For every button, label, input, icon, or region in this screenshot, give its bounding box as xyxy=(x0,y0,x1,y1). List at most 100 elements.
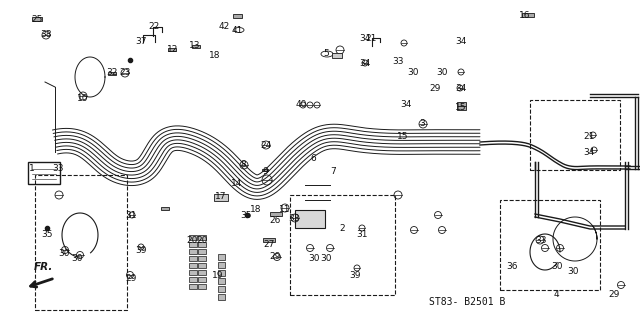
Text: 20: 20 xyxy=(196,236,207,245)
Bar xyxy=(198,277,206,282)
Bar xyxy=(198,284,206,289)
Text: 35: 35 xyxy=(241,211,252,220)
Text: 16: 16 xyxy=(519,11,531,20)
Bar xyxy=(189,284,197,289)
Text: 33: 33 xyxy=(289,214,300,223)
Text: 30: 30 xyxy=(551,262,563,271)
Text: 21: 21 xyxy=(583,132,595,141)
Text: 35: 35 xyxy=(41,230,52,239)
Text: 5: 5 xyxy=(324,49,329,58)
Text: 18: 18 xyxy=(250,205,262,214)
Text: 30: 30 xyxy=(407,68,419,77)
Bar xyxy=(189,242,197,247)
Text: 8: 8 xyxy=(241,160,246,169)
Text: ST83- B2501 B: ST83- B2501 B xyxy=(429,297,506,307)
Text: 30: 30 xyxy=(436,68,447,77)
Bar xyxy=(161,206,169,210)
Bar xyxy=(168,48,176,50)
Text: 18: 18 xyxy=(209,51,220,60)
Text: 15: 15 xyxy=(455,103,467,112)
Bar xyxy=(189,235,197,240)
Text: 19: 19 xyxy=(212,271,223,280)
Bar xyxy=(530,100,620,170)
Text: 33: 33 xyxy=(535,236,547,245)
Text: 7: 7 xyxy=(330,167,335,176)
Text: 31: 31 xyxy=(125,211,137,220)
Text: 2: 2 xyxy=(340,224,345,233)
Text: 40: 40 xyxy=(295,100,307,109)
Text: 29: 29 xyxy=(609,290,620,299)
Bar xyxy=(218,294,225,300)
Bar xyxy=(198,256,206,261)
Bar xyxy=(500,200,600,290)
Text: 11: 11 xyxy=(279,205,291,214)
Bar xyxy=(290,195,395,295)
Bar xyxy=(198,235,206,240)
Text: 23: 23 xyxy=(119,68,131,77)
Text: 24: 24 xyxy=(260,141,271,150)
Text: 29: 29 xyxy=(269,252,281,261)
Bar xyxy=(522,13,534,17)
Text: 4: 4 xyxy=(554,290,559,299)
Text: 1: 1 xyxy=(29,164,35,172)
Text: 21: 21 xyxy=(365,34,377,42)
Bar xyxy=(198,263,206,268)
Text: 39: 39 xyxy=(135,246,147,255)
Text: 32: 32 xyxy=(106,68,118,77)
Text: 26: 26 xyxy=(269,216,281,225)
Bar xyxy=(189,249,197,254)
Bar xyxy=(189,256,197,261)
Text: 29: 29 xyxy=(429,84,441,93)
Text: 3: 3 xyxy=(420,119,425,128)
Text: 30: 30 xyxy=(58,249,70,258)
Bar xyxy=(198,270,206,275)
Text: 34: 34 xyxy=(359,34,371,42)
Bar xyxy=(232,14,241,18)
Text: FR.: FR. xyxy=(33,262,52,272)
Text: 6: 6 xyxy=(311,154,316,163)
Text: 15: 15 xyxy=(397,132,409,141)
Bar xyxy=(35,175,127,310)
Text: 29: 29 xyxy=(125,275,137,283)
Bar xyxy=(189,270,197,275)
Bar xyxy=(108,72,116,74)
Bar xyxy=(189,263,197,268)
Text: 34: 34 xyxy=(359,59,371,68)
Text: 41: 41 xyxy=(231,26,243,35)
Text: 34: 34 xyxy=(455,37,467,46)
Text: 10: 10 xyxy=(77,94,89,103)
Bar xyxy=(262,169,268,171)
Text: 30: 30 xyxy=(567,267,579,275)
Text: 25: 25 xyxy=(31,15,43,23)
Text: 27: 27 xyxy=(263,240,275,249)
Text: 31: 31 xyxy=(356,230,367,239)
Bar xyxy=(332,53,342,57)
Bar xyxy=(218,254,225,260)
Text: 38: 38 xyxy=(40,30,52,39)
Text: 30: 30 xyxy=(71,254,83,263)
Text: 39: 39 xyxy=(349,271,361,280)
Bar xyxy=(270,212,282,217)
Text: 13: 13 xyxy=(189,42,201,50)
Text: 34: 34 xyxy=(583,148,595,157)
Text: 37: 37 xyxy=(135,37,147,46)
Bar xyxy=(192,44,200,48)
Text: 33: 33 xyxy=(52,164,63,172)
Text: 30: 30 xyxy=(321,254,332,263)
Text: 42: 42 xyxy=(218,23,230,31)
Text: 14: 14 xyxy=(231,179,243,188)
Bar xyxy=(456,102,465,106)
Bar xyxy=(456,106,465,110)
Bar xyxy=(218,278,225,284)
Bar xyxy=(198,242,206,247)
Text: 30: 30 xyxy=(308,254,319,263)
Text: 34: 34 xyxy=(401,100,412,109)
Text: 20: 20 xyxy=(186,236,198,245)
Text: 17: 17 xyxy=(215,192,227,201)
Bar xyxy=(28,162,60,184)
Bar xyxy=(218,262,225,268)
Text: 22: 22 xyxy=(148,23,159,31)
Text: 12: 12 xyxy=(167,45,179,54)
Text: 36: 36 xyxy=(506,262,518,271)
Bar xyxy=(218,286,225,292)
